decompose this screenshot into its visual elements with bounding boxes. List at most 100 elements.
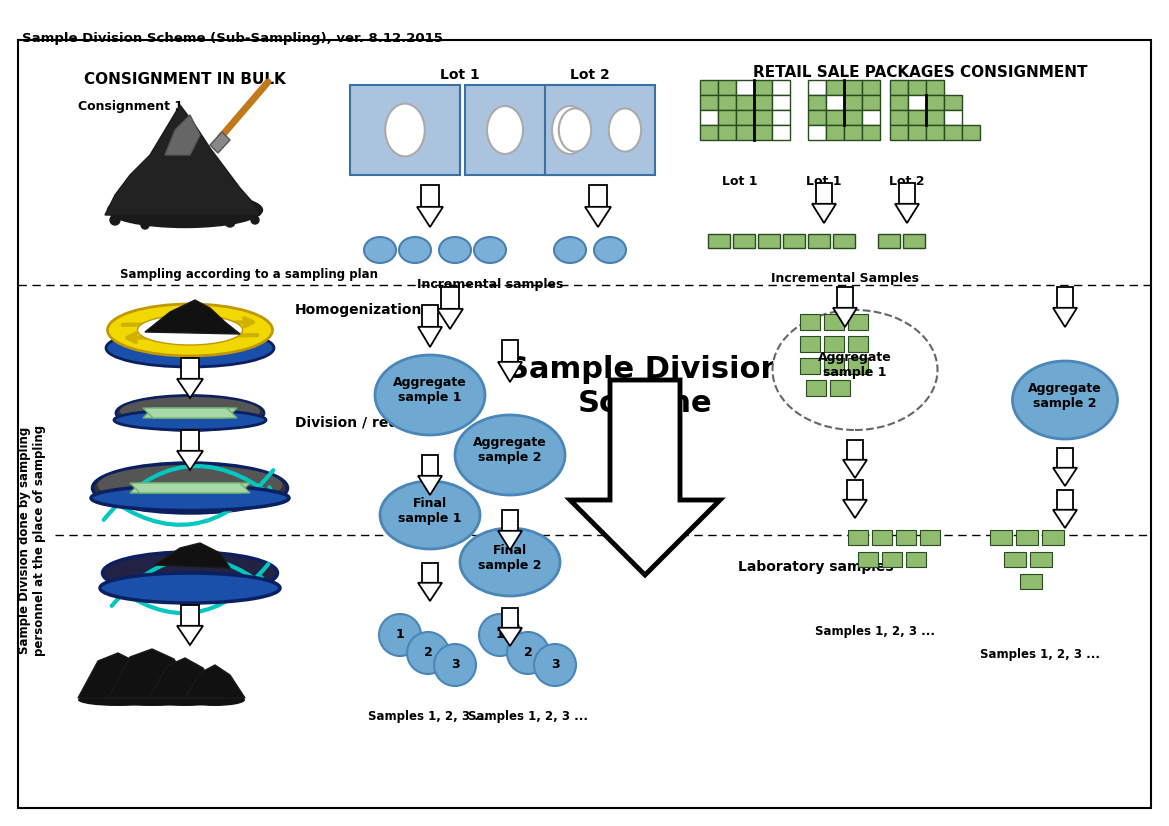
Polygon shape — [833, 308, 857, 327]
Circle shape — [224, 217, 235, 227]
Polygon shape — [130, 483, 250, 493]
Bar — [181, 358, 199, 379]
Bar — [878, 234, 900, 248]
Bar — [700, 125, 718, 140]
Circle shape — [141, 221, 148, 229]
Bar — [844, 95, 862, 110]
Bar — [808, 234, 830, 248]
Bar — [800, 336, 819, 352]
Bar — [816, 183, 832, 204]
Bar — [758, 234, 780, 248]
Ellipse shape — [108, 192, 263, 227]
Bar — [890, 95, 908, 110]
Bar — [926, 80, 945, 95]
Bar — [422, 563, 438, 583]
Bar — [545, 85, 655, 175]
Circle shape — [434, 644, 476, 686]
Bar — [872, 530, 892, 545]
Polygon shape — [419, 583, 442, 601]
Bar — [772, 125, 790, 140]
Bar — [736, 80, 754, 95]
Text: Sampling according to a sampling plan: Sampling according to a sampling plan — [120, 268, 378, 281]
Ellipse shape — [380, 481, 480, 549]
Bar — [926, 125, 945, 140]
Ellipse shape — [386, 103, 424, 156]
Ellipse shape — [108, 304, 272, 356]
Ellipse shape — [78, 694, 158, 706]
Polygon shape — [812, 204, 836, 223]
Ellipse shape — [148, 694, 221, 706]
Bar — [754, 125, 772, 140]
Bar — [589, 185, 607, 206]
Bar — [945, 125, 962, 140]
Ellipse shape — [552, 106, 588, 154]
Circle shape — [379, 614, 421, 656]
Bar — [181, 430, 199, 451]
Bar — [502, 340, 518, 362]
Bar — [772, 95, 790, 110]
Bar — [708, 234, 729, 248]
Bar — [890, 80, 908, 95]
Text: Samples 1, 2, 3 ...: Samples 1, 2, 3 ... — [468, 710, 588, 723]
Text: Final
sample 2: Final sample 2 — [478, 544, 541, 572]
Ellipse shape — [609, 108, 642, 152]
Text: Final
sample 1: Final sample 1 — [399, 497, 462, 525]
Circle shape — [534, 644, 576, 686]
Bar — [1057, 448, 1073, 468]
Bar — [826, 80, 844, 95]
Bar — [772, 80, 790, 95]
Bar — [908, 125, 926, 140]
Bar — [350, 85, 459, 175]
Ellipse shape — [91, 486, 289, 510]
Bar — [1021, 574, 1042, 589]
Bar — [754, 80, 772, 95]
Bar — [844, 125, 862, 140]
Bar — [422, 305, 438, 327]
Bar — [754, 110, 772, 125]
Bar — [848, 530, 869, 545]
Polygon shape — [105, 105, 260, 215]
Text: Aggregate
sample 2: Aggregate sample 2 — [1028, 382, 1102, 410]
Bar — [700, 110, 718, 125]
Bar — [862, 125, 880, 140]
Bar — [502, 608, 518, 628]
Bar — [718, 125, 736, 140]
Polygon shape — [210, 132, 230, 153]
Text: 1: 1 — [395, 629, 404, 642]
Polygon shape — [417, 206, 443, 227]
Bar — [754, 95, 772, 110]
Polygon shape — [108, 649, 196, 698]
Ellipse shape — [399, 237, 431, 263]
Bar — [908, 80, 926, 95]
Bar — [718, 110, 736, 125]
Bar — [945, 110, 962, 125]
Text: Samples 1, 2, 3 ...: Samples 1, 2, 3 ... — [815, 625, 935, 638]
Bar — [881, 552, 902, 567]
Text: Consignment 1: Consignment 1 — [78, 100, 184, 113]
Bar — [962, 125, 980, 140]
Bar — [862, 110, 880, 125]
Bar — [441, 287, 459, 309]
Bar — [862, 95, 880, 110]
Bar — [805, 380, 826, 396]
Text: Samples 1, 2, 3 ...: Samples 1, 2, 3 ... — [980, 648, 1100, 661]
Bar — [808, 125, 826, 140]
Polygon shape — [148, 658, 221, 698]
Bar — [502, 510, 518, 531]
Bar — [899, 183, 915, 204]
Ellipse shape — [473, 237, 506, 263]
Text: Aggregate
sample 2: Aggregate sample 2 — [473, 436, 547, 464]
Ellipse shape — [773, 310, 938, 430]
Text: Lot 1: Lot 1 — [807, 175, 842, 188]
Polygon shape — [78, 653, 158, 698]
Bar — [830, 380, 850, 396]
Bar — [906, 552, 926, 567]
Text: Aggregate
sample 1: Aggregate sample 1 — [393, 376, 466, 404]
Bar — [733, 234, 755, 248]
Polygon shape — [143, 408, 237, 418]
Bar — [890, 110, 908, 125]
Polygon shape — [177, 626, 203, 645]
Bar — [824, 358, 844, 374]
Text: Sample Division
Scheme: Sample Division Scheme — [507, 355, 782, 418]
Bar — [846, 480, 864, 500]
